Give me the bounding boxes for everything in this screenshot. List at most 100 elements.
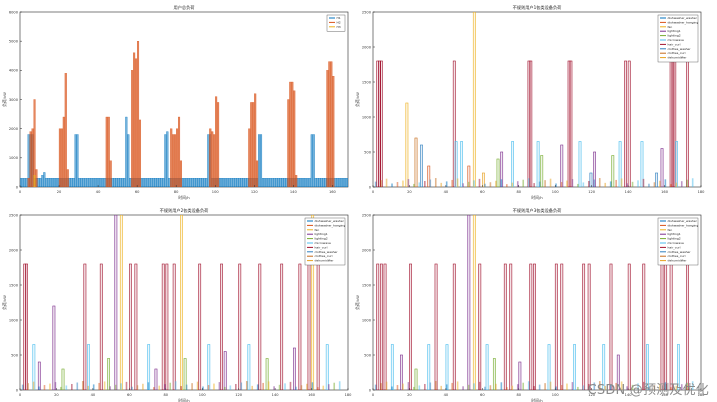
bar-H1 xyxy=(115,178,118,187)
bar-H2 xyxy=(295,175,298,187)
x-tick-label: 0 xyxy=(372,393,375,397)
device-load-bar xyxy=(405,102,409,187)
device-load-bar xyxy=(311,215,315,390)
y-tick-label: 2500 xyxy=(362,213,372,217)
bar-H1 xyxy=(350,178,352,187)
bar-H1 xyxy=(191,178,194,187)
baseline-load-bar xyxy=(588,383,590,390)
plot-area xyxy=(19,11,349,188)
device-load-bar xyxy=(587,263,591,390)
baseline-load-bar xyxy=(500,179,503,187)
baseline-load-bar xyxy=(60,386,62,390)
legend-label: dishwasher_hanging xyxy=(668,223,699,227)
bar-H1 xyxy=(47,178,50,187)
baseline-load-bar xyxy=(478,178,481,187)
legend-label: dishwasher_washer xyxy=(315,219,345,223)
bar-H1 xyxy=(259,134,263,187)
bar-H1 xyxy=(45,178,48,187)
device-load-bar xyxy=(452,263,456,390)
y-tick-label: 2500 xyxy=(9,213,19,217)
baseline-load-bar xyxy=(300,385,303,390)
device-load-bar xyxy=(376,263,380,390)
x-axis-label: 时间/h xyxy=(531,195,543,200)
baseline-load-bar xyxy=(434,381,437,390)
bar-H1 xyxy=(308,178,311,187)
baseline-load-bar xyxy=(670,387,672,390)
device-load-bar xyxy=(664,263,668,390)
bar-H2 xyxy=(254,93,257,187)
bar-H1 xyxy=(181,178,184,187)
x-tick-label: 60 xyxy=(127,393,132,397)
baseline-load-bar xyxy=(544,180,546,187)
bar-H1 xyxy=(54,178,58,187)
device-load-bar xyxy=(154,368,158,390)
device-load-bar xyxy=(180,215,183,390)
baseline-load-bar xyxy=(642,381,645,390)
device-load-bar xyxy=(220,263,223,390)
legend-label: lighting2 xyxy=(668,237,681,241)
bar-H1 xyxy=(220,178,224,187)
device-load-bar xyxy=(569,60,573,187)
baseline-load-bar xyxy=(180,386,182,390)
bar-H1 xyxy=(304,178,307,187)
bar-H1 xyxy=(37,178,40,187)
device-load-bar xyxy=(472,215,476,390)
baseline-load-bar xyxy=(593,179,596,187)
bar-H1 xyxy=(53,178,56,187)
baseline-load-bar xyxy=(462,183,464,187)
bar-H1 xyxy=(97,178,101,187)
bar-H1 xyxy=(334,178,337,187)
y-tick-label: 1000 xyxy=(362,115,372,119)
x-tick-label: 60 xyxy=(135,190,140,194)
baseline-load-bar xyxy=(385,178,388,187)
chart-title: 用户总负荷 xyxy=(174,4,195,11)
baseline-load-bar xyxy=(65,385,68,390)
legend-label: H2 xyxy=(337,20,341,24)
legend-label: clothes_curl xyxy=(315,254,333,258)
baseline-load-bar xyxy=(691,381,694,390)
bar-H1 xyxy=(340,178,343,187)
bar-H1 xyxy=(88,178,91,187)
bar-H1 xyxy=(228,178,231,187)
bar-H2 xyxy=(62,116,65,187)
bar-H1 xyxy=(195,178,198,187)
baseline-load-bar xyxy=(527,381,530,390)
baseline-load-bar xyxy=(54,382,57,390)
bar-H1 xyxy=(152,178,155,187)
bar-H1 xyxy=(271,178,274,187)
device-load-bar xyxy=(379,263,383,390)
legend-label: dishwasher_hanging xyxy=(315,223,346,227)
baseline-load-bar xyxy=(555,386,557,390)
baseline-load-bar xyxy=(571,179,574,187)
device-load-bar xyxy=(119,215,123,390)
device-load-bar xyxy=(573,344,576,390)
device-load-bar xyxy=(669,263,673,390)
device-load-bar xyxy=(536,141,540,187)
x-tick-label: 160 xyxy=(329,190,337,194)
baseline-load-bar xyxy=(251,385,254,390)
baseline-load-bar xyxy=(620,178,623,187)
device-load-bar xyxy=(32,344,36,390)
baseline-load-bar xyxy=(593,382,596,390)
bar-H1 xyxy=(144,178,147,187)
plot-marks xyxy=(374,215,694,390)
device-load-bar xyxy=(686,60,689,187)
bar-H2 xyxy=(248,128,251,187)
bar-H1 xyxy=(273,178,276,187)
bar-H2 xyxy=(326,70,329,187)
baseline-load-bar xyxy=(424,383,426,390)
baseline-load-bar xyxy=(380,180,382,187)
baseline-load-bar xyxy=(92,384,95,390)
baseline-load-bar xyxy=(500,382,503,390)
baseline-load-bar xyxy=(604,182,607,187)
baseline-load-bar xyxy=(626,386,628,390)
device-load-bar xyxy=(238,263,242,390)
baseline-load-bar xyxy=(295,386,297,390)
bar-H1 xyxy=(310,134,313,187)
baseline-load-bar xyxy=(631,181,634,187)
baseline-load-bar xyxy=(136,385,139,390)
bar-H1 xyxy=(154,178,157,187)
bar-H2 xyxy=(64,73,67,187)
y-tick-label: 0 xyxy=(369,185,372,189)
bar-H1 xyxy=(158,178,161,187)
